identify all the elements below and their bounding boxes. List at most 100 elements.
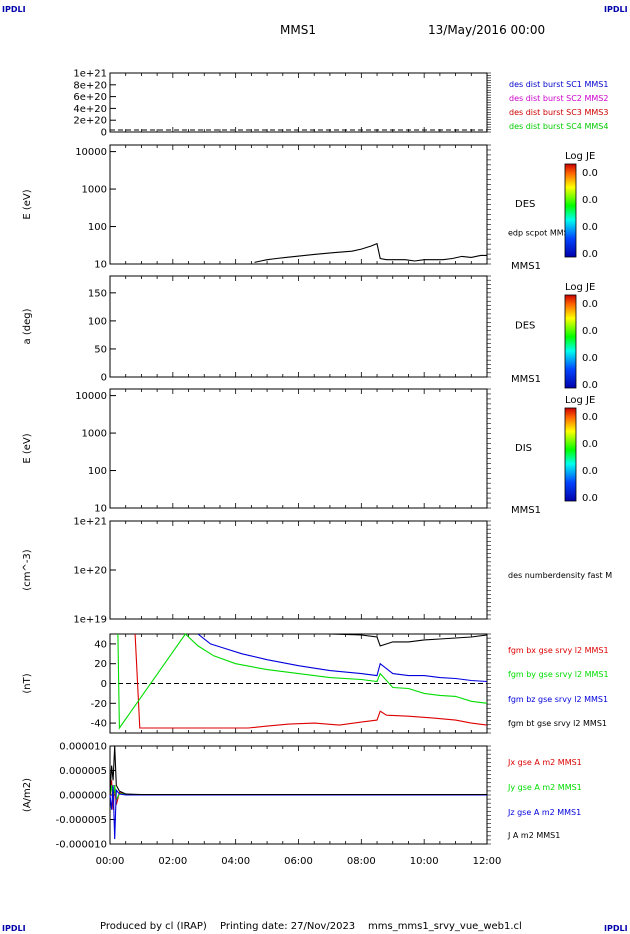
panel-2-instrument-label: DES (515, 199, 535, 210)
panel-2-y-tick-label: 100 (88, 222, 107, 233)
panel-2-colorbar-tick-label: 0.0 (582, 222, 598, 233)
series-line-edp-scpot-mms1 (254, 242, 487, 263)
panel-1-legend-entry: des dist burst SC1 MMS1 (509, 80, 608, 89)
panel-7-y-tick-label: 0.000010 (59, 742, 107, 753)
panel-3-colorbar-tick-label: 0.0 (582, 353, 598, 364)
panel-2-colorbar-title: Log JE (565, 151, 595, 162)
x-tick-label: 00:00 (96, 856, 125, 867)
panel-3-colorbar-title: Log JE (565, 282, 595, 293)
series-line-jy-gse-a-m2-mms1 (109, 785, 487, 802)
panel-7-y-tick-label: -0.000005 (56, 815, 107, 826)
panel-3-y-tick-label: 0 (101, 373, 107, 384)
panel-3-colorbar (564, 294, 577, 389)
panel-5-y-label: (cm^-3) (22, 549, 33, 590)
panel-3-colorbar-tick-label: 0.0 (582, 299, 598, 310)
series-line-fgm-bx-gse-srvy-l2-mms1 (134, 633, 488, 729)
panel-4-instrument-label: DIS (515, 443, 532, 454)
panel-2-y-tick-label: 10000 (75, 147, 107, 158)
panel-4-colorbar (564, 407, 577, 502)
panel-3-y-tick-label: 150 (88, 288, 107, 299)
x-tick-label: 08:00 (347, 856, 376, 867)
panel-2-spacecraft-label: MMS1 (511, 261, 541, 272)
panel-7-y-tick-label: 0.000000 (59, 791, 107, 802)
panel-2-colorbar (564, 163, 577, 258)
series-line-j-a-m2-mms1 (109, 745, 487, 796)
panel-6-y-tick-label: -20 (91, 699, 107, 710)
corner-mark-bottom-left: IPDLI (2, 924, 26, 933)
x-tick-label: 06:00 (284, 856, 313, 867)
panel-5-y-tick-label: 1e+21 (73, 517, 107, 528)
footer-file-name: mms_mms1_srvy_vue_web1.cl (368, 921, 522, 932)
panel-2-colorbar-tick-label: 0.0 (582, 168, 598, 179)
x-tick-label: 02:00 (158, 856, 187, 867)
panel-4-colorbar-tick-label: 0.0 (582, 493, 598, 504)
panel-6-legend-entry: fgm bz gse srvy l2 MMS1 (508, 695, 608, 704)
panel-1-y-tick-label: 1e+21 (73, 69, 107, 80)
panel-4-colorbar-tick-label: 0.0 (582, 466, 598, 477)
panel-6-y-tick-label: 20 (94, 659, 107, 670)
panel-4-y-tick-label: 10 (94, 504, 107, 515)
panel-4-y-tick-label: 1000 (82, 429, 107, 440)
panel-1-y-tick-label: 6e+20 (73, 92, 107, 103)
series-line-fgm-by-gse-srvy-l2-mms1 (117, 633, 488, 730)
panel-2-y-label: E (eV) (22, 189, 33, 219)
panel-7-y-tick-label: 0.000005 (59, 766, 107, 777)
panel-1-legend-entry: des dist burst SC3 MMS3 (509, 108, 608, 117)
panel-2-series-label: edp scpot MMS1 (508, 229, 574, 238)
panel-7-y-tick-label: -0.000010 (56, 840, 107, 851)
panel-1-frame (109, 72, 488, 133)
panel-3-spacecraft-label: MMS1 (511, 374, 541, 385)
panel-4-spacecraft-label: MMS1 (511, 505, 541, 516)
panel-6-legend-entry: fgm bx gse srvy l2 MMS1 (508, 646, 609, 655)
panel-3-frame (109, 275, 488, 378)
spacecraft-title: MMS1 (280, 23, 316, 37)
panel-3-instrument-label: DES (515, 321, 535, 332)
panel-7-legend-entry: Jy gse A m2 MMS1 (507, 783, 582, 792)
panel-5-series-label: des numberdensity fast M (508, 571, 612, 580)
panel-6-y-tick-label: -40 (91, 719, 107, 730)
x-tick-label: 12:00 (473, 856, 502, 867)
series-line-fgm-bz-gse-srvy-l2-mms1 (197, 633, 488, 683)
panel-6-legend-entry: fgm by gse srvy l2 MMS1 (508, 670, 609, 679)
corner-mark-top-left: IPDLI (2, 5, 26, 14)
panel-1-y-tick-label: 0 (101, 128, 107, 139)
panel-3-y-label: a (deg) (22, 308, 33, 344)
panel-7-legend-entry: Jx gse A m2 MMS1 (507, 758, 582, 767)
panel-2-colorbar-tick-label: 0.0 (582, 195, 598, 206)
panel-1-y-tick-label: 2e+20 (73, 116, 107, 127)
panel-4-colorbar-tick-label: 0.0 (582, 439, 598, 450)
panel-1-y-tick-label: 4e+20 (73, 104, 107, 115)
corner-mark-bottom-right: IPDLI (604, 924, 628, 933)
panel-2-y-tick-label: 1000 (82, 185, 107, 196)
panel-5-frame (109, 520, 488, 620)
panel-4-colorbar-tick-label: 0.0 (582, 412, 598, 423)
panel-5-y-tick-label: 1e+19 (73, 615, 107, 626)
panel-6-legend-entry: fgm bt gse srvy l2 MMS1 (508, 719, 607, 728)
panel-3-colorbar-tick-label: 0.0 (582, 380, 598, 391)
panel-2-colorbar-tick-label: 0.0 (582, 249, 598, 260)
series-line-jz-gse-a-m2-mms1 (109, 785, 487, 840)
panel-3-y-tick-label: 50 (94, 344, 107, 355)
panel-6-y-tick-label: 0 (101, 679, 107, 690)
panel-1-legend-entry: des dist burst SC4 MMS4 (509, 122, 608, 131)
panel-7-legend-entry: Jz gse A m2 MMS1 (507, 808, 581, 817)
panel-3-y-tick-label: 100 (88, 316, 107, 327)
footer-printing-date: Printing date: 27/Nov/2023 (220, 921, 355, 932)
series-line-fgm-bt-gse-srvy-l2-mms1 (248, 633, 488, 647)
panel-6-y-label: (nT) (22, 673, 33, 693)
panel-5-y-tick-label: 1e+20 (73, 566, 107, 577)
panel-4-y-tick-label: 10000 (75, 391, 107, 402)
panel-6-y-tick-label: 40 (94, 639, 107, 650)
panel-4-frame (109, 388, 488, 509)
panel-1-y-tick-label: 8e+20 (73, 80, 107, 91)
panel-2-y-tick-label: 10 (94, 260, 107, 271)
footer-produced-by: Produced by cl (IRAP) (100, 921, 207, 932)
panel-1-legend-entry: des dist burst SC2 MMS2 (509, 94, 608, 103)
panel-2-frame (109, 144, 488, 265)
date-title: 13/May/2016 00:00 (428, 23, 545, 37)
panel-7-legend-entry: J A m2 MMS1 (507, 831, 560, 840)
panel-4-colorbar-title: Log JE (565, 395, 595, 406)
x-tick-label: 10:00 (410, 856, 439, 867)
